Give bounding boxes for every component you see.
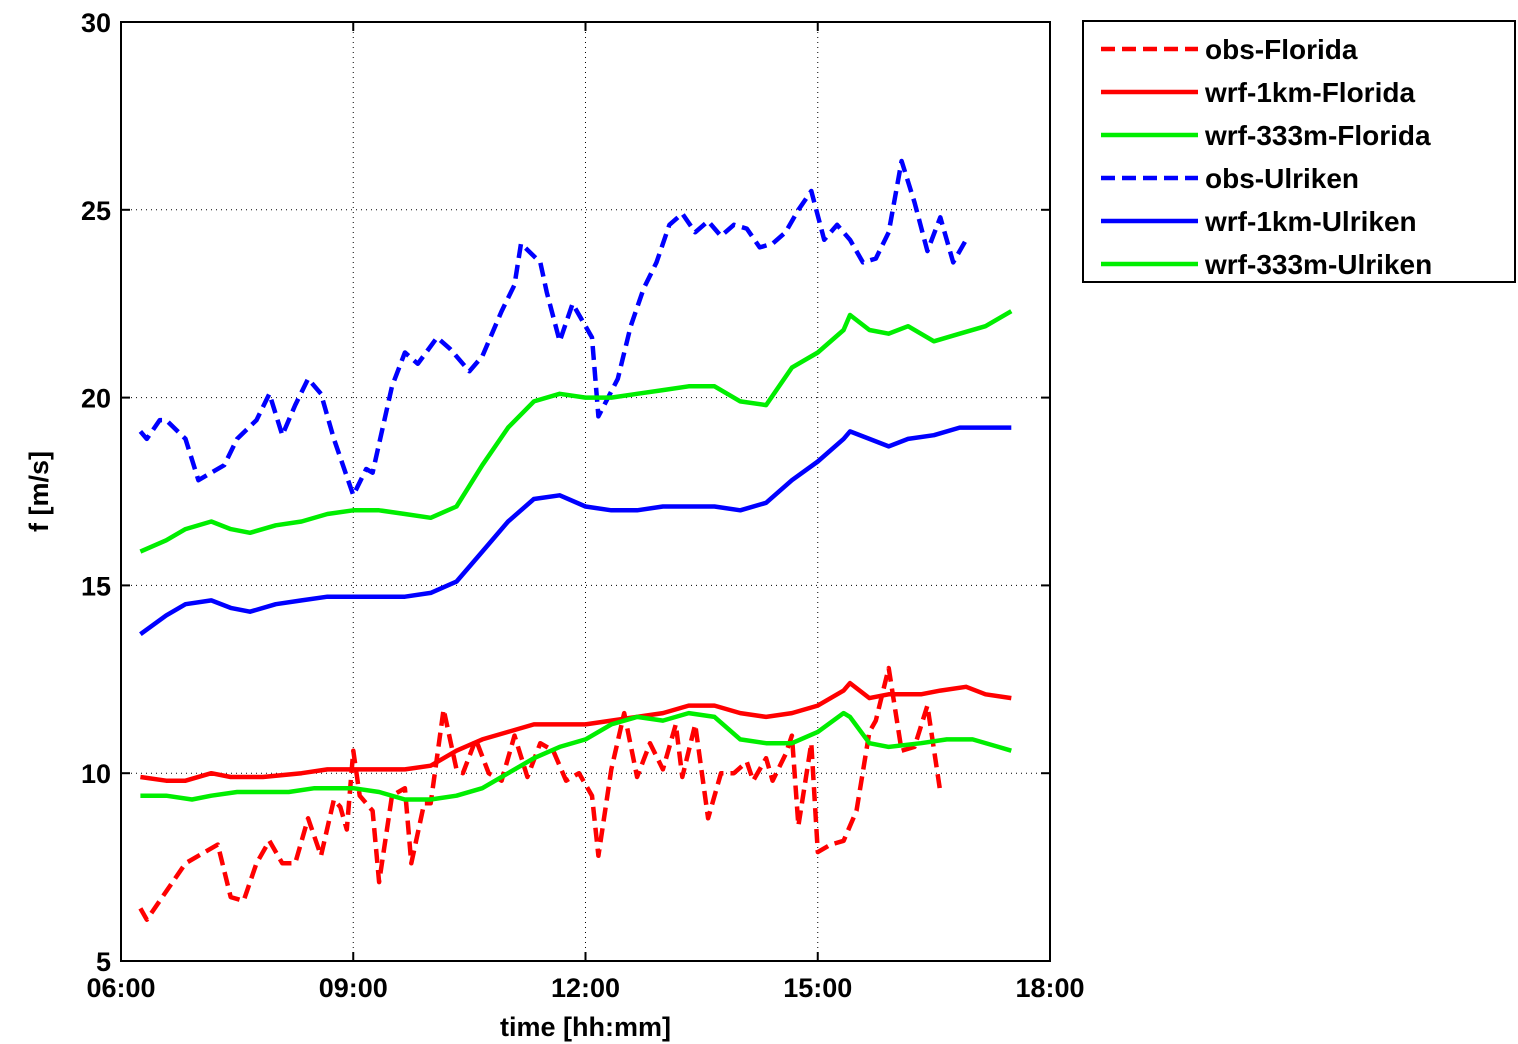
x-tick-label: 12:00 (551, 973, 620, 1003)
legend-label-obs-ulriken: obs-Ulriken (1205, 163, 1359, 194)
y-tick-label: 25 (81, 196, 111, 226)
y-tick-label: 30 (81, 8, 111, 38)
x-tick-label: 15:00 (783, 973, 852, 1003)
legend-box (1082, 20, 1516, 283)
y-tick-label: 10 (81, 759, 111, 789)
x-axis-label: time [hh:mm] (500, 1012, 671, 1042)
legend-label-wrf-1km-ulriken: wrf-1km-Ulriken (1204, 206, 1417, 237)
axis-ticks: 06:00 09:00 12:00 15:00 18:00 5 10 15 20 25 30 (81, 8, 1085, 1003)
x-tick-label: 06:00 (86, 973, 155, 1003)
x-tick-label: 18:00 (1015, 973, 1084, 1003)
legend-label-wrf-1km-florida: wrf-1km-Florida (1204, 77, 1415, 108)
y-tick-label: 20 (81, 384, 111, 414)
y-tick-label: 15 (81, 571, 111, 601)
legend-label-wrf-333m-florida: wrf-333m-Florida (1204, 120, 1431, 151)
x-tick-label: 09:00 (319, 973, 388, 1003)
legend-label-obs-florida: obs-Florida (1205, 34, 1358, 65)
legend-label-wrf-333m-ulriken: wrf-333m-Ulriken (1204, 249, 1432, 280)
series-line-wrf-1km-florida (140, 680, 1012, 783)
series-line-wrf-1km-ulriken (139, 425, 1012, 637)
series-line-wrf-333m-florida (140, 710, 1012, 802)
y-tick-label: 5 (96, 947, 111, 977)
series-line-obs-florida (138, 665, 943, 922)
series-line-wrf-333m-ulriken (139, 309, 1013, 554)
y-axis-label: f [m/s] (24, 451, 54, 532)
legend: obs-Florida wrf-1km-Florida wrf-333m-Flori… (1082, 20, 1516, 283)
plot-series (138, 158, 1013, 922)
